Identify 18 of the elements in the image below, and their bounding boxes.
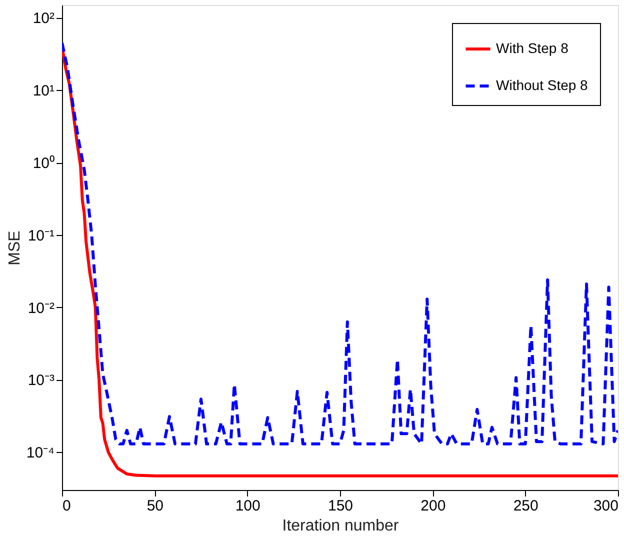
x-tick-label: 200	[420, 498, 446, 514]
y-tick-label: 10¹	[32, 82, 54, 100]
x-tick-label: 100	[235, 498, 260, 514]
y-tick-label: 10⁻²	[28, 300, 54, 317]
x-tick-label: 0	[62, 498, 71, 514]
x-tick-label: 250	[513, 498, 538, 514]
y-tick-label: 10²	[32, 10, 54, 28]
x-tick-label: 50	[146, 498, 164, 514]
x-axis-title: Iteration number	[282, 518, 400, 534]
y-axis-title: MSE	[6, 230, 24, 266]
x-tick-label: 300	[593, 498, 618, 514]
y-tick-label: 10⁻¹	[28, 227, 54, 244]
y-tick-label: 10⁻⁴	[26, 444, 54, 462]
legend-label: With Step 8	[496, 40, 569, 56]
y-tick-label: 10⁻³	[28, 372, 54, 390]
legend-label: Without Step 8	[496, 77, 588, 93]
x-tick-label: 150	[328, 498, 354, 514]
y-tick-label: 10⁰	[32, 155, 54, 172]
